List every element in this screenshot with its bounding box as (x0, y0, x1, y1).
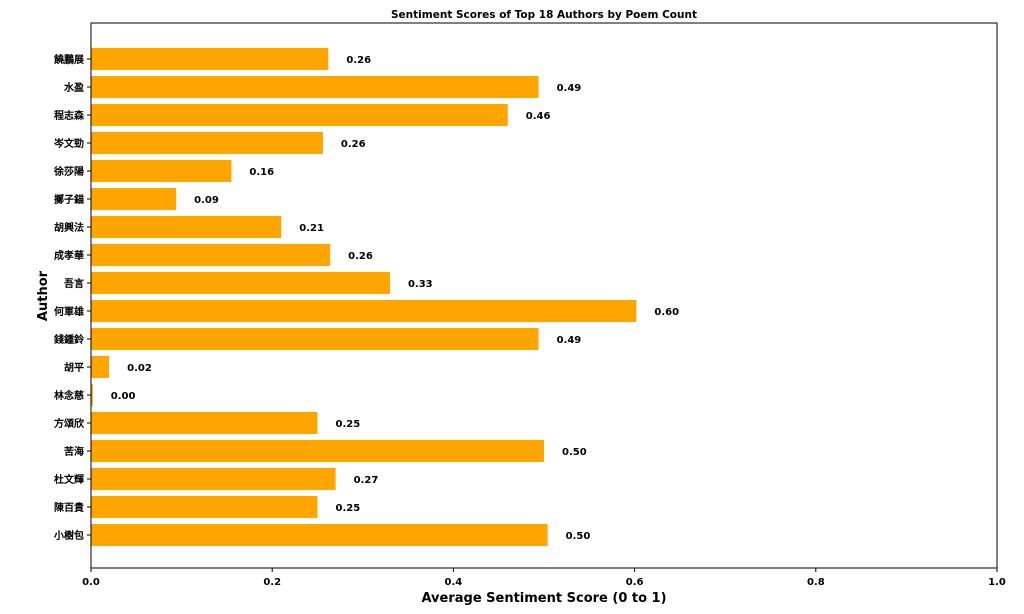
y-tick-label-0: 小樹包 (53, 529, 84, 542)
x-tick-layer: 0.0 0.2 0.4 0.6 0.8 1.0 (82, 568, 1006, 588)
bar-value-label-16: 0.49 (557, 83, 582, 94)
bar-value-label-0: 0.50 (566, 531, 591, 542)
bar-4 (91, 412, 318, 434)
chart-title: Sentiment Scores of Top 18 Authors by Po… (391, 9, 697, 21)
bar-value-label-15: 0.46 (526, 111, 551, 122)
y-tick-label-10: 成孝華 (54, 249, 84, 262)
bar-2 (91, 468, 336, 490)
y-tick-label-15: 程志森 (54, 109, 85, 122)
x-tick-label-2: 0.4 (445, 577, 463, 588)
y-tick-label-5: 林念慈 (54, 389, 84, 402)
bar-1 (91, 496, 318, 518)
bar-8 (91, 300, 637, 322)
bar-value-label-14: 0.26 (341, 139, 366, 150)
y-tick-layer: 小樹包 陳百貴 杜文輝 苦海 方頌欣 林念慈 胡平 錢鍾鈴 何軍雄 吾言 成孝華 胡興法 擲子錨 徐莎陽 岑… (53, 53, 91, 542)
y-tick-label-7: 錢鍾鈴 (54, 333, 85, 346)
bar-7 (91, 328, 539, 350)
bar-value-label-12: 0.09 (194, 195, 219, 206)
bar-12 (91, 188, 177, 210)
y-tick-label-14: 岑文勁 (53, 137, 84, 150)
bar-16 (91, 76, 539, 98)
plot-area-frame (90, 22, 998, 569)
y-tick-label-4: 方頌欣 (54, 417, 85, 430)
y-tick-label-12: 擲子錨 (54, 193, 84, 206)
x-tick-label-3: 0.6 (626, 577, 644, 588)
bar-value-label-6: 0.02 (127, 363, 152, 374)
x-tick-label-0: 0.0 (82, 577, 100, 588)
x-tick-label-4: 0.8 (807, 577, 825, 588)
bar-0 (91, 524, 548, 546)
bar-value-label-17: 0.26 (346, 55, 371, 66)
bar-value-label-4: 0.25 (336, 419, 361, 430)
bar-value-label-13: 0.16 (249, 167, 274, 178)
y-tick-label-9: 吾言 (64, 277, 84, 290)
bar-6 (91, 356, 110, 378)
bar-9 (91, 272, 390, 294)
y-tick-label-6: 胡平 (64, 361, 84, 374)
bar-value-label-7: 0.49 (557, 335, 582, 346)
y-tick-label-16: 水盈 (63, 81, 84, 94)
bar-value-label-2: 0.27 (354, 475, 379, 486)
bar-14 (91, 132, 323, 154)
bar-value-label-3: 0.50 (562, 447, 587, 458)
y-tick-label-17: 饒鵬展 (53, 53, 84, 66)
bars-layer: 0.50 0.25 0.27 0.50 0.25 0.00 0.02 0.49 0.60 0.33… (91, 48, 679, 546)
y-axis-label: Author (36, 270, 51, 321)
y-tick-label-13: 徐莎陽 (53, 165, 84, 178)
bar-17 (91, 48, 329, 70)
y-tick-label-2: 杜文輝 (54, 473, 84, 486)
bar-13 (91, 160, 232, 182)
bar-11 (91, 216, 282, 238)
bar-10 (91, 244, 331, 266)
bar-value-label-11: 0.21 (299, 223, 324, 234)
bar-value-label-10: 0.26 (348, 251, 373, 262)
y-tick-label-11: 胡興法 (54, 221, 84, 234)
x-tick-label-1: 0.2 (263, 577, 281, 588)
x-axis-label: Average Sentiment Score (0 to 1) (421, 591, 666, 606)
x-tick-label-5: 1.0 (988, 577, 1006, 588)
y-tick-label-8: 何軍雄 (54, 305, 84, 318)
bar-15 (91, 104, 508, 126)
y-tick-label-1: 陳百貴 (54, 501, 84, 514)
bar-value-label-9: 0.33 (408, 279, 433, 290)
bar-value-label-5: 0.00 (111, 391, 136, 402)
bar-5 (91, 384, 93, 406)
y-tick-label-3: 苦海 (64, 445, 84, 458)
bar-value-label-8: 0.60 (654, 307, 679, 318)
bar-3 (91, 440, 544, 462)
bar-value-label-1: 0.25 (336, 503, 361, 514)
